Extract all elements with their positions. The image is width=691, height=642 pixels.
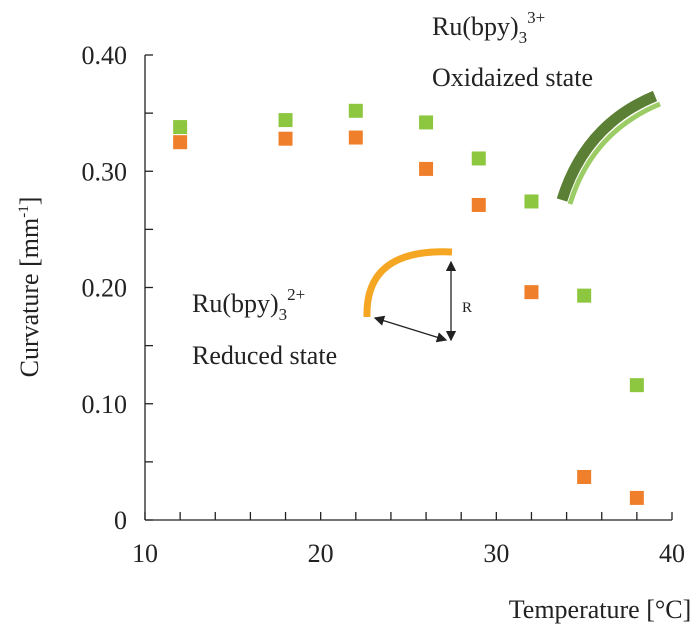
y-tick-label: 0.30 <box>82 157 128 186</box>
point <box>629 490 644 505</box>
point <box>524 285 539 300</box>
red-sub: 3 <box>279 305 288 324</box>
y-label-tail: ] <box>15 197 44 206</box>
point <box>348 130 363 145</box>
x-axis-label: Temperature [°C] <box>509 595 691 624</box>
radius-label: R <box>462 300 472 316</box>
reduced-state: Reduced state <box>192 341 337 370</box>
ox-base: Ru(bpy) <box>432 12 519 41</box>
x-tick-label: 40 <box>659 539 685 568</box>
point <box>419 115 434 130</box>
x-tick-label: 10 <box>132 539 158 568</box>
ox-sub: 3 <box>519 28 528 47</box>
point <box>173 135 188 150</box>
point <box>348 103 363 118</box>
point <box>471 151 486 166</box>
y-tick-label: 0.40 <box>82 41 128 70</box>
y-label-base: Curvature [mm <box>15 218 44 378</box>
oxidized-label: Ru(bpy)33+ <box>432 8 545 47</box>
x-tick-label: 20 <box>308 539 334 568</box>
y-label-sup: -1 <box>16 205 32 218</box>
point <box>577 288 592 303</box>
oxidized-film <box>556 90 658 202</box>
x-tick-label: 30 <box>483 539 509 568</box>
y-tick-label: 0 <box>114 506 127 535</box>
reduced-label: Ru(bpy)32+ <box>192 285 305 324</box>
y-tick-label: 0.10 <box>82 390 128 419</box>
oxidized-film-edge <box>567 101 661 205</box>
point <box>173 120 188 135</box>
reduced-film <box>363 248 453 318</box>
point <box>471 197 486 212</box>
point <box>419 161 434 176</box>
red-base: Ru(bpy) <box>192 289 279 318</box>
red-sup: 2+ <box>287 285 305 304</box>
ox-sup: 3+ <box>527 8 545 27</box>
radius-arrow <box>373 315 448 343</box>
point <box>524 194 539 209</box>
y-axis-label: Curvature [mm-1] <box>15 197 44 378</box>
y-tick-label: 0.20 <box>82 274 128 303</box>
point <box>577 469 592 484</box>
point <box>278 113 293 128</box>
point <box>278 131 293 146</box>
oxidized-state: Oxidaized state <box>432 63 593 92</box>
point <box>629 378 644 393</box>
